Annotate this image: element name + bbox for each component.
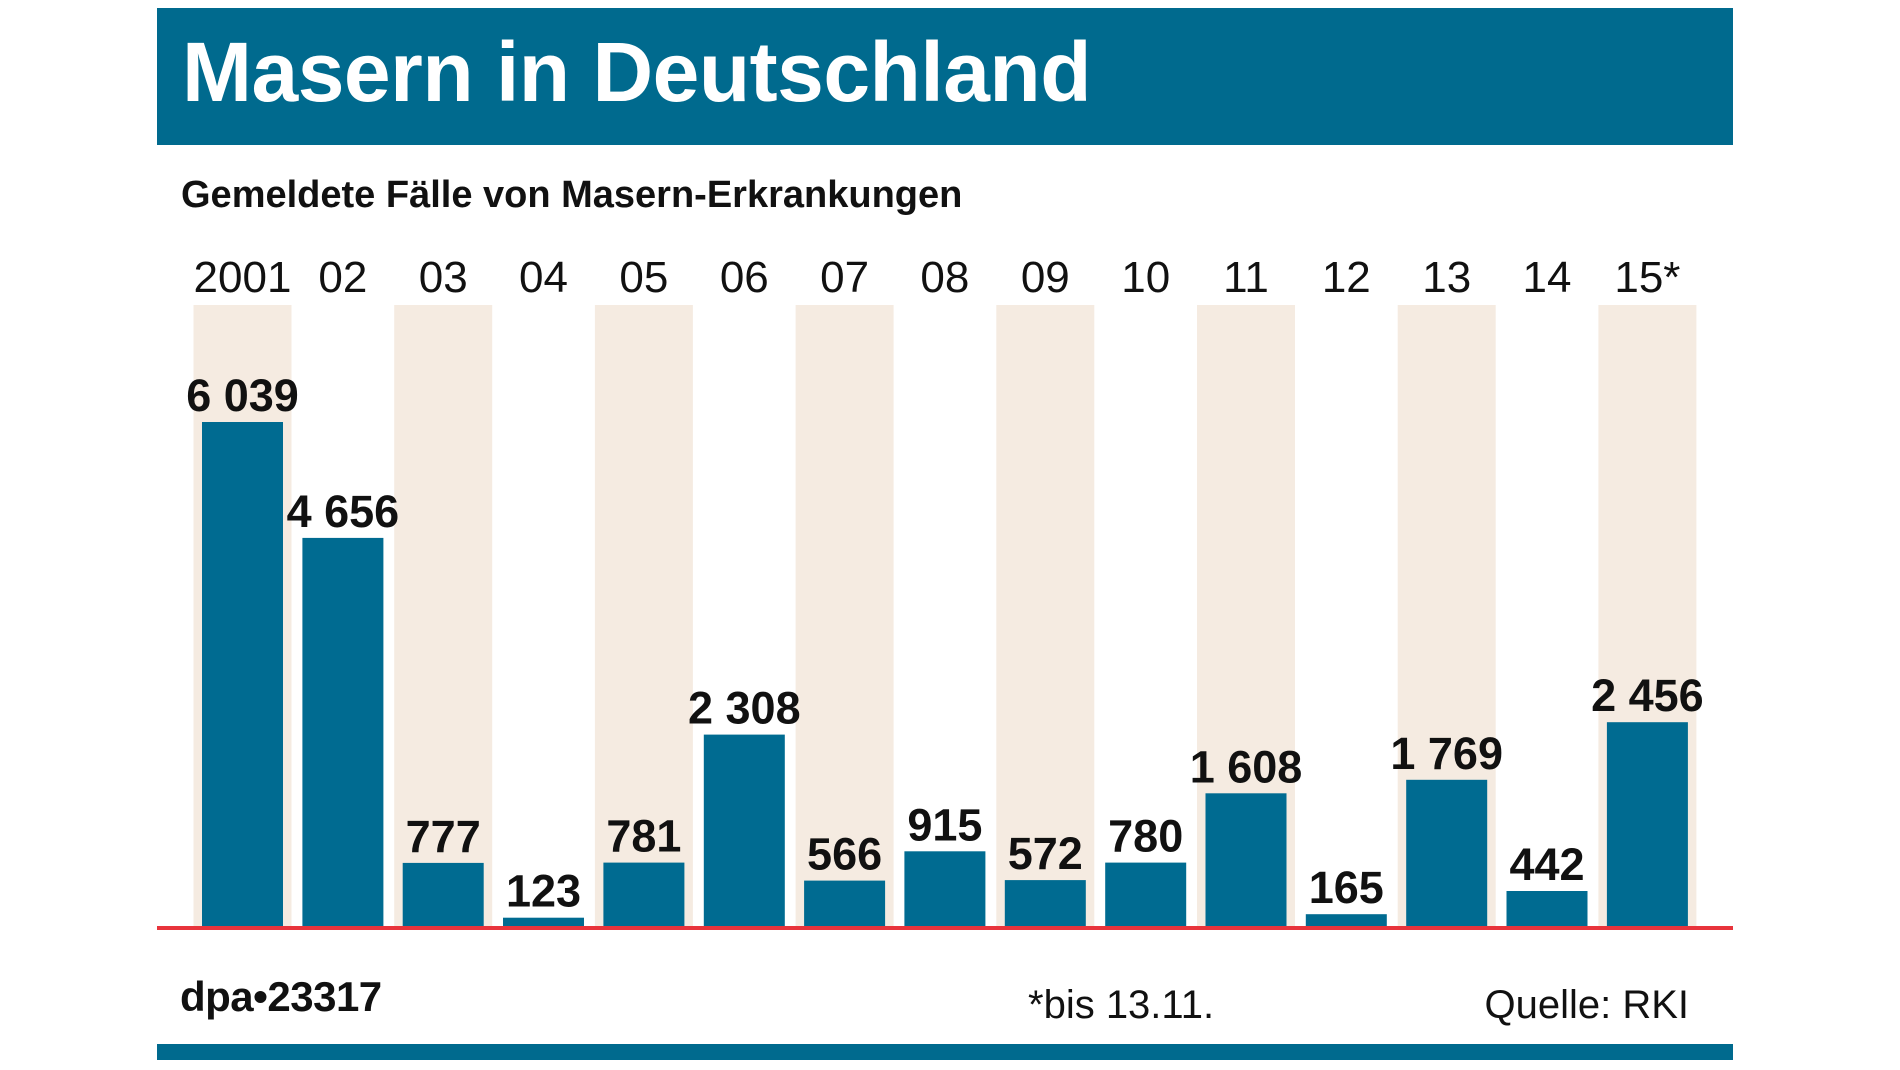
value-label: 915 — [907, 799, 982, 850]
source-credit: Quelle: RKI — [1484, 983, 1689, 1027]
year-label: 05 — [619, 253, 668, 302]
year-label: 03 — [419, 253, 468, 302]
value-label: 2 308 — [688, 683, 801, 734]
bar-15* — [1606, 722, 1688, 928]
year-label: 09 — [1021, 253, 1070, 302]
bar-03 — [402, 862, 484, 928]
bar-06 — [703, 734, 785, 928]
bar-04 — [503, 917, 584, 928]
bar-2001 — [202, 422, 283, 928]
year-label: 04 — [519, 253, 568, 302]
value-label: 123 — [506, 866, 581, 917]
column-shade — [594, 305, 693, 928]
year-label: 10 — [1121, 253, 1170, 302]
bar-10 — [1105, 862, 1187, 928]
column-shade — [996, 305, 1095, 928]
year-label: 08 — [920, 253, 969, 302]
title-banner — [157, 8, 1733, 145]
bar-05 — [603, 862, 685, 928]
year-label: 02 — [318, 253, 367, 302]
bars — [202, 422, 1688, 928]
value-label: 777 — [406, 811, 481, 862]
bar-02 — [302, 537, 384, 928]
year-label: 07 — [820, 253, 869, 302]
bar-11 — [1205, 793, 1287, 928]
year-label: 13 — [1422, 253, 1471, 302]
value-label: 780 — [1108, 811, 1183, 862]
bar-08 — [904, 851, 986, 928]
year-labels: 2001 02 03 04 05 06 07 08 09 10 11 12 13 14 15* — [194, 253, 1681, 302]
year-label: 06 — [720, 253, 769, 302]
footnote: *bis 13.11. — [1028, 983, 1215, 1027]
year-label: 2001 — [194, 253, 292, 302]
chart-title: Masern in Deutschland — [182, 25, 1092, 119]
value-label: 1 608 — [1190, 741, 1303, 792]
year-label: 12 — [1322, 253, 1371, 302]
value-label: 6 039 — [186, 370, 299, 421]
value-label: 442 — [1509, 839, 1584, 890]
column-shade — [394, 305, 493, 928]
value-label: 566 — [807, 829, 882, 880]
chart-subtitle: Gemeldete Fälle von Masern-Erkrankungen — [181, 174, 963, 216]
year-label: 15* — [1614, 253, 1680, 302]
bar-14 — [1506, 891, 1588, 928]
value-label: 1 769 — [1390, 728, 1503, 779]
bar-12 — [1305, 914, 1387, 928]
bar-07 — [804, 880, 886, 928]
baseline — [157, 926, 1733, 930]
value-label: 4 656 — [287, 486, 400, 537]
value-label: 572 — [1008, 828, 1083, 879]
value-label: 781 — [606, 811, 681, 862]
value-label: 2 456 — [1591, 670, 1704, 721]
column-shade — [795, 305, 894, 928]
value-label: 165 — [1309, 862, 1384, 913]
bar-13 — [1406, 779, 1488, 928]
year-label: 14 — [1523, 253, 1572, 302]
agency-credit: dpa•23317 — [180, 973, 382, 1020]
bar-09 — [1004, 880, 1086, 928]
bottom-bar — [157, 1044, 1733, 1060]
year-label: 11 — [1223, 253, 1269, 302]
